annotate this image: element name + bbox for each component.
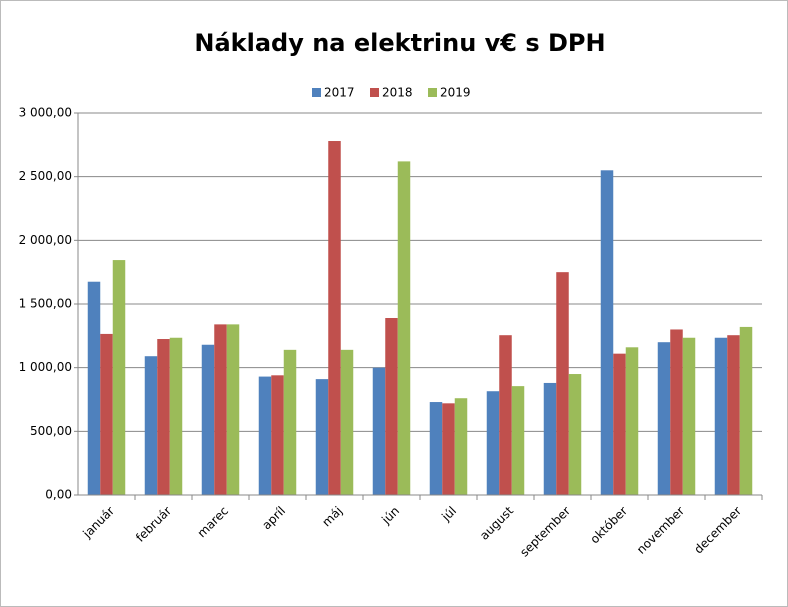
bar	[511, 386, 525, 495]
y-tick-label: 3 000,00	[19, 106, 72, 120]
bar	[714, 337, 728, 495]
bar	[340, 349, 354, 495]
bar	[226, 324, 240, 495]
bar	[625, 347, 639, 495]
bar	[454, 398, 468, 495]
bar	[328, 141, 341, 495]
bar	[169, 337, 183, 495]
y-tick-label: 2 000,00	[19, 233, 72, 247]
y-tick-label: 2 500,00	[19, 169, 72, 183]
y-tick-label: 1 500,00	[19, 297, 72, 311]
bar	[442, 403, 455, 495]
bar	[670, 329, 683, 495]
bar	[556, 272, 569, 495]
bar	[727, 335, 740, 495]
legend-label: 2017	[324, 86, 355, 100]
bar	[372, 367, 386, 495]
y-tick-label: 500,00	[30, 424, 72, 438]
bar	[600, 170, 614, 496]
bar	[201, 344, 215, 495]
bar	[568, 374, 582, 495]
bar	[397, 161, 411, 496]
bar	[214, 324, 227, 495]
bar	[613, 353, 626, 495]
bar	[258, 376, 272, 495]
bar	[543, 382, 557, 495]
legend-swatch	[312, 88, 321, 97]
bar	[271, 375, 284, 495]
bar	[739, 326, 753, 495]
bar	[682, 337, 696, 495]
legend-swatch	[370, 88, 379, 97]
legend-label: 2019	[440, 86, 471, 100]
y-tick-label: 0,00	[45, 488, 72, 502]
bar	[157, 339, 170, 495]
bar	[100, 333, 113, 495]
bar	[315, 379, 329, 495]
bar	[429, 402, 443, 495]
y-tick-label: 1 000,00	[19, 360, 72, 374]
legend-label: 2018	[382, 86, 413, 100]
bar	[112, 260, 126, 495]
bar	[283, 349, 297, 495]
legend-swatch	[428, 88, 437, 97]
bar	[499, 335, 512, 495]
bar	[87, 281, 101, 495]
chart-title: Náklady na elektrinu v€ s DPH	[194, 29, 605, 57]
bar	[657, 342, 671, 495]
bar	[385, 318, 398, 495]
bar	[486, 391, 500, 495]
bar	[144, 356, 158, 495]
